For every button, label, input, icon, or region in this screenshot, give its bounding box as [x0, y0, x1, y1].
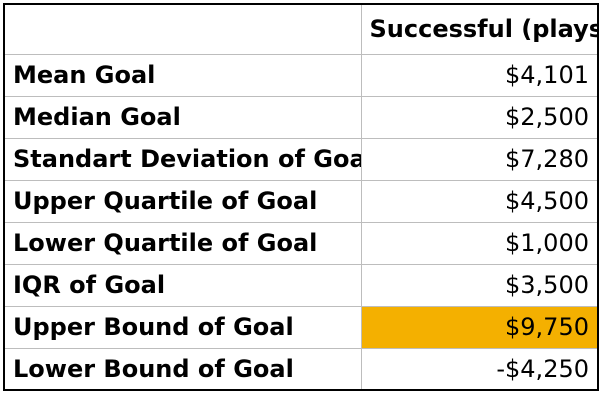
std-deviation-goal-label[interactable]: Standart Deviation of Goal — [3, 137, 362, 181]
upper-bound-goal-value[interactable]: $9,750 — [360, 305, 599, 349]
mean-goal-label[interactable]: Mean Goal — [3, 53, 362, 97]
table-row: Median Goal $2,500 — [3, 95, 599, 139]
table-row: Lower Bound of Goal -$4,250 — [3, 347, 599, 391]
upper-quartile-goal-label[interactable]: Upper Quartile of Goal — [3, 179, 362, 223]
table-row: Standart Deviation of Goal $7,280 — [3, 137, 599, 181]
table-row: Upper Bound of Goal $9,750 — [3, 305, 599, 349]
header-label-cell[interactable] — [3, 3, 362, 55]
lower-bound-goal-value[interactable]: -$4,250 — [360, 347, 599, 391]
iqr-goal-value[interactable]: $3,500 — [360, 263, 599, 307]
upper-quartile-goal-value[interactable]: $4,500 — [360, 179, 599, 223]
std-deviation-goal-value[interactable]: $7,280 — [360, 137, 599, 181]
lower-quartile-goal-value[interactable]: $1,000 — [360, 221, 599, 265]
upper-bound-goal-label[interactable]: Upper Bound of Goal — [3, 305, 362, 349]
goal-statistics-table: Successful (plays) Mean Goal $4,101 Medi… — [3, 3, 599, 391]
header-row: Successful (plays) — [3, 3, 599, 55]
table-row: Mean Goal $4,101 — [3, 53, 599, 97]
table-row: IQR of Goal $3,500 — [3, 263, 599, 307]
lower-quartile-goal-label[interactable]: Lower Quartile of Goal — [3, 221, 362, 265]
iqr-goal-label[interactable]: IQR of Goal — [3, 263, 362, 307]
table-row: Upper Quartile of Goal $4,500 — [3, 179, 599, 223]
median-goal-value[interactable]: $2,500 — [360, 95, 599, 139]
lower-bound-goal-label[interactable]: Lower Bound of Goal — [3, 347, 362, 391]
median-goal-label[interactable]: Median Goal — [3, 95, 362, 139]
successful-plays-header[interactable]: Successful (plays) — [360, 3, 599, 55]
mean-goal-value[interactable]: $4,101 — [360, 53, 599, 97]
table-row: Lower Quartile of Goal $1,000 — [3, 221, 599, 265]
